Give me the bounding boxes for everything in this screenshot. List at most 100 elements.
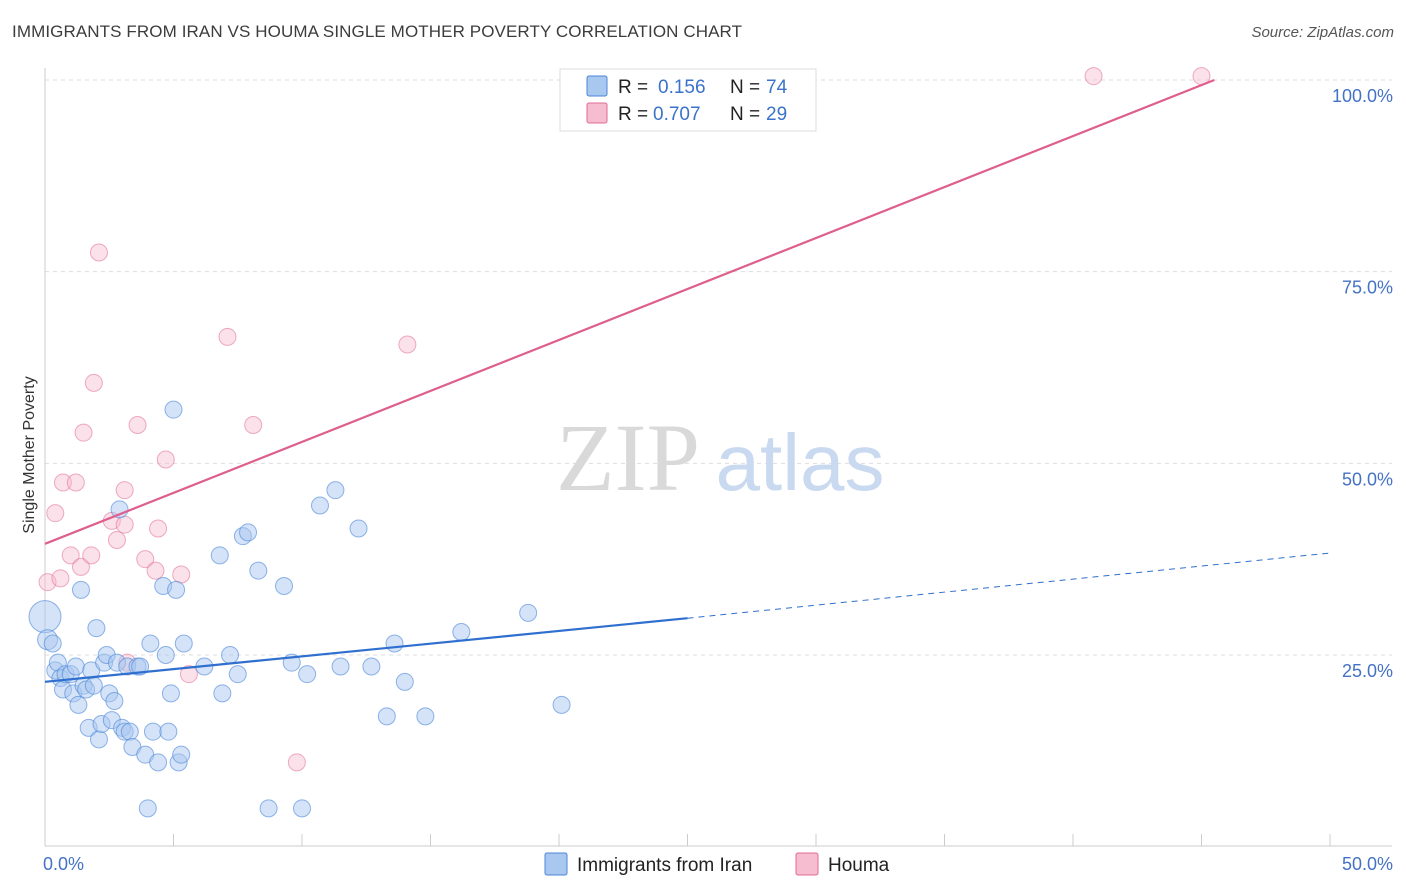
watermark-atlas: atlas (716, 418, 885, 507)
iran-point (131, 657, 150, 676)
iran-point (28, 600, 62, 634)
houma-point (89, 243, 108, 262)
legend-swatch-houma (586, 102, 608, 124)
houma-point (156, 450, 175, 469)
grid-lines (45, 79, 1392, 656)
iran-point (174, 634, 193, 653)
legend-swatch-iran (586, 75, 608, 97)
houma-point (244, 416, 263, 434)
iran-point (105, 692, 124, 710)
trend-lines (44, 78, 1331, 683)
iran-point (239, 523, 258, 542)
iran-point (156, 646, 175, 664)
iran-point (141, 634, 160, 653)
iran-point (310, 496, 329, 515)
y-tick-labels: 25.0% 50.0% 75.0% 100.0% (1332, 86, 1393, 681)
y-tick-label: 100.0% (1332, 86, 1393, 106)
houma-trend-line (44, 78, 1215, 545)
houma-point (1084, 67, 1103, 86)
iran-point (71, 580, 90, 599)
y-tick-label: 50.0% (1342, 469, 1393, 489)
iran-point (519, 603, 538, 622)
legend-r-value: 0.707 (653, 104, 701, 125)
iran-point (87, 619, 106, 638)
iran-point (167, 580, 186, 599)
y-axis-label: Single Mother Poverty (21, 376, 38, 533)
iran-point (298, 665, 317, 684)
houma-point (149, 519, 168, 538)
houma-point (128, 416, 147, 434)
legend-n-label: N = (730, 77, 760, 98)
watermark: ZIP atlas (556, 404, 884, 511)
iran-point (138, 799, 157, 818)
houma-point (115, 515, 134, 534)
iran-point (395, 672, 414, 691)
legend-r-value: 0.156 (658, 77, 706, 98)
iran-point (84, 676, 103, 695)
houma-point (71, 557, 90, 576)
iran-point (349, 519, 368, 538)
houma-point (179, 665, 198, 684)
houma-point (107, 531, 126, 549)
legend-r-label: R = (618, 77, 648, 98)
x-tick-label: 0.0% (43, 854, 84, 874)
iran-point (228, 665, 247, 684)
bottom-legend-label-houma: Houma (828, 855, 890, 876)
bottom-legend-swatch-iran (544, 852, 568, 876)
y-tick-label: 75.0% (1342, 278, 1393, 298)
houma-point (287, 753, 306, 772)
bottom-legend-label-iran: Immigrants from Iran (577, 855, 752, 876)
iran-trend-extension (687, 552, 1331, 619)
iran-point (164, 400, 183, 419)
y-tick-label: 25.0% (1342, 661, 1393, 681)
iran-trend-line (44, 617, 688, 683)
iran-point (385, 634, 404, 653)
iran-point (249, 561, 268, 580)
watermark-zip: ZIP (556, 404, 700, 511)
iran-point (326, 481, 345, 500)
houma-points (38, 67, 1211, 772)
iran-point (221, 646, 240, 664)
iran-point (161, 684, 180, 703)
x-tick-label: 50.0% (1342, 854, 1393, 874)
iran-point (552, 695, 571, 714)
iran-points (28, 400, 571, 818)
houma-point (398, 335, 417, 354)
houma-point (74, 423, 93, 442)
legend: R = 0.156 N = 74 R = 0.707 N = 29 (559, 68, 817, 132)
iran-point (120, 722, 139, 741)
legend-r-label: R = (618, 104, 648, 125)
iran-point (172, 745, 191, 764)
houma-point (84, 373, 103, 392)
iran-point (259, 799, 278, 818)
source-label: Source: ZipAtlas.com (1251, 24, 1394, 41)
iran-point (43, 634, 62, 653)
houma-point (115, 481, 134, 500)
houma-point (82, 546, 101, 565)
legend-n-label: N = (730, 104, 760, 125)
chart-title: IMMIGRANTS FROM IRAN VS HOUMA SINGLE MOT… (12, 22, 743, 41)
legend-n-value: 29 (766, 104, 787, 125)
houma-point (61, 546, 80, 565)
iran-point (377, 707, 396, 726)
houma-point (136, 550, 155, 569)
legend-n-value: 74 (766, 77, 788, 98)
x-tick-labels: 0.0% 50.0% (43, 854, 1393, 874)
bottom-legend-swatch-houma (795, 852, 819, 876)
iran-point (416, 707, 435, 726)
iran-point (213, 684, 232, 703)
houma-point (66, 473, 85, 492)
houma-point (51, 569, 70, 588)
houma-point (46, 504, 65, 523)
houma-point (218, 327, 237, 346)
bottom-legend: Immigrants from Iran Houma (544, 852, 890, 876)
houma-point (53, 473, 72, 492)
iran-point (89, 730, 108, 749)
iran-point (69, 695, 88, 714)
iran-point (66, 657, 85, 676)
iran-point (293, 799, 311, 818)
iran-point (210, 546, 229, 565)
iran-point (452, 623, 471, 641)
axes (44, 68, 1392, 847)
